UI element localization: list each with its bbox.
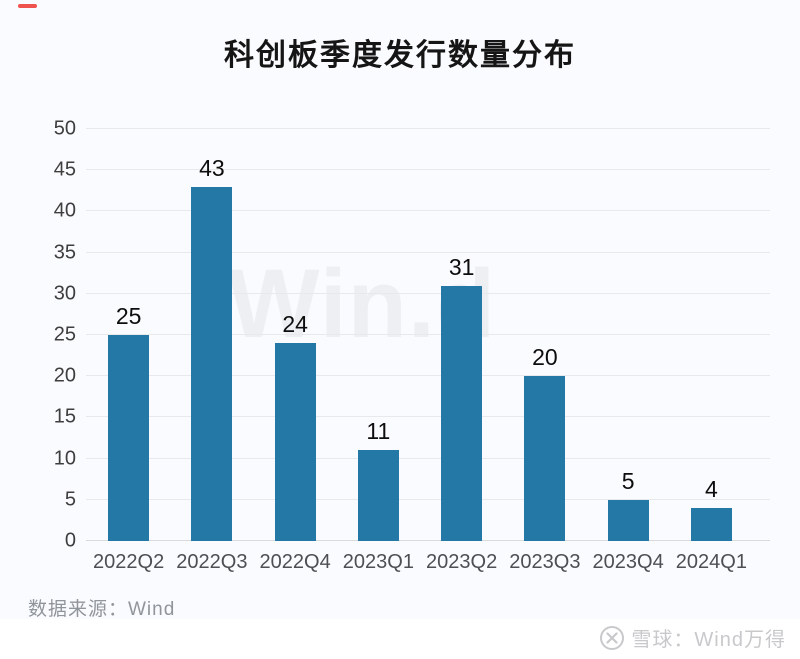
bar-value-label: 11 [366, 418, 391, 445]
bar-column: 20 [503, 129, 586, 541]
y-axis-tick-label: 25 [53, 323, 76, 346]
x-axis-tick-label: 2023Q3 [509, 551, 581, 573]
x-axis-tick-label: 2024Q1 [675, 551, 747, 573]
chart-title: 科创板季度发行数量分布 [224, 39, 576, 72]
bar [441, 285, 483, 541]
xueqiu-logo-icon [599, 625, 625, 651]
x-axis-tick-label: 2022Q4 [259, 551, 331, 573]
bar [357, 450, 399, 541]
y-axis-tick-label: 0 [64, 529, 76, 552]
bar-value-label: 4 [704, 476, 718, 503]
bar [108, 335, 150, 541]
y-axis-tick-label: 15 [53, 405, 76, 428]
bar-value-label: 43 [199, 154, 225, 181]
plot-area [86, 128, 770, 541]
bar-column: 11 [337, 129, 420, 541]
top-left-dash [18, 4, 37, 8]
bar [690, 508, 732, 541]
gridline [86, 169, 770, 171]
footer-strip [0, 619, 800, 659]
y-axis-tick-label: 40 [53, 199, 76, 222]
gridline [86, 498, 770, 500]
bar-value-label: 20 [532, 344, 558, 371]
brand-label: 雪球：Wind万得 [631, 629, 786, 651]
gridline [86, 457, 770, 459]
gridline [86, 292, 770, 294]
gridline [86, 375, 770, 377]
bar-column: 24 [254, 129, 337, 541]
y-axis-tick-label: 35 [53, 241, 76, 264]
bar-value-label: 25 [115, 303, 142, 329]
x-axis-tick-label: 2022Q2 [93, 551, 165, 573]
bar-column: 31 [420, 129, 503, 541]
bar [274, 343, 316, 541]
bar-value-label: 31 [448, 253, 475, 280]
x-axis-tick-label: 2023Q1 [342, 551, 414, 573]
gridline [86, 210, 770, 212]
gridline [86, 128, 770, 129]
x-axis: 2022Q2 2022Q3 2022Q4 2023Q1 2023Q2 2023Q3 2023… [87, 551, 753, 574]
y-axis-tick-label: 20 [53, 364, 76, 387]
bar [607, 499, 649, 541]
y-axis-tick-label: 45 [53, 158, 76, 181]
brand-badge: 雪球：Wind万得 [599, 623, 786, 652]
y-axis-tick-label: 10 [53, 447, 76, 470]
bar-column: 25 [87, 129, 170, 541]
bar [191, 186, 233, 541]
bar-column: 43 [170, 129, 253, 541]
data-source-label: 数据来源：Wind [28, 599, 176, 620]
gridline [86, 251, 770, 253]
x-axis-tick-label: 2022Q3 [176, 551, 248, 573]
bar [524, 376, 566, 541]
gridline [86, 334, 770, 335]
x-axis-tick-label: 2023Q4 [592, 551, 664, 573]
y-axis-tick-label: 30 [53, 282, 76, 305]
y-axis-tick-label: 50 [53, 117, 76, 140]
y-axis: 0 5 10 15 20 25 30 35 40 45 50 [0, 118, 76, 552]
gridline [86, 416, 770, 418]
gridline [86, 540, 770, 541]
x-axis-tick-label: 2023Q2 [426, 551, 498, 573]
bar-value-label: 24 [282, 311, 308, 338]
bar-value-label: 5 [621, 467, 635, 494]
bar-column: 5 [587, 129, 670, 541]
bars-container: 25 43 24 11 31 20 5 4 [87, 129, 753, 541]
bar-column: 4 [670, 129, 753, 541]
y-axis-tick-label: 5 [64, 488, 76, 511]
